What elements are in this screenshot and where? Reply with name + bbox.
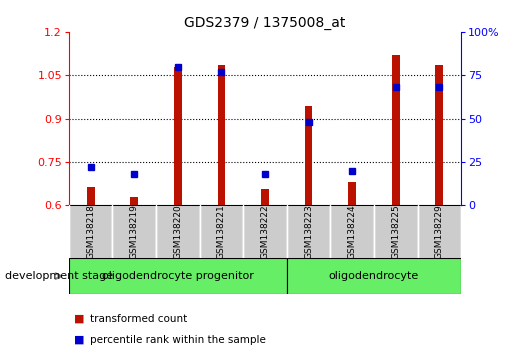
Bar [69,205,112,258]
Text: GSM138225: GSM138225 [391,205,400,259]
Text: GDS2379 / 1375008_at: GDS2379 / 1375008_at [184,16,346,30]
Text: transformed count: transformed count [90,314,187,324]
Text: ■: ■ [74,335,85,345]
Text: GSM138220: GSM138220 [173,205,182,259]
Bar [348,182,356,205]
Text: oligodendrocyte progenitor: oligodendrocyte progenitor [102,271,254,281]
Bar [374,205,418,258]
Bar [69,258,287,294]
Bar [392,55,400,205]
Bar [112,205,156,258]
Text: GSM138219: GSM138219 [130,204,139,259]
Bar [217,65,225,205]
Text: GSM138224: GSM138224 [348,205,357,259]
Text: GSM138229: GSM138229 [435,205,444,259]
Bar [305,105,313,205]
Bar [200,205,243,258]
Bar [287,258,461,294]
Bar [87,187,95,205]
Text: GSM138223: GSM138223 [304,205,313,259]
Bar [261,189,269,205]
Bar [130,197,138,205]
Text: development stage: development stage [5,271,113,281]
Bar [435,65,443,205]
Text: ■: ■ [74,314,85,324]
Bar [156,205,200,258]
Text: GSM138221: GSM138221 [217,205,226,259]
Text: GSM138218: GSM138218 [86,204,95,259]
Bar [418,205,461,258]
Bar [287,205,330,258]
Bar [174,67,182,205]
Bar [330,205,374,258]
Text: GSM138222: GSM138222 [261,205,269,259]
Text: percentile rank within the sample: percentile rank within the sample [90,335,266,345]
Bar [243,205,287,258]
Text: oligodendrocyte: oligodendrocyte [329,271,419,281]
